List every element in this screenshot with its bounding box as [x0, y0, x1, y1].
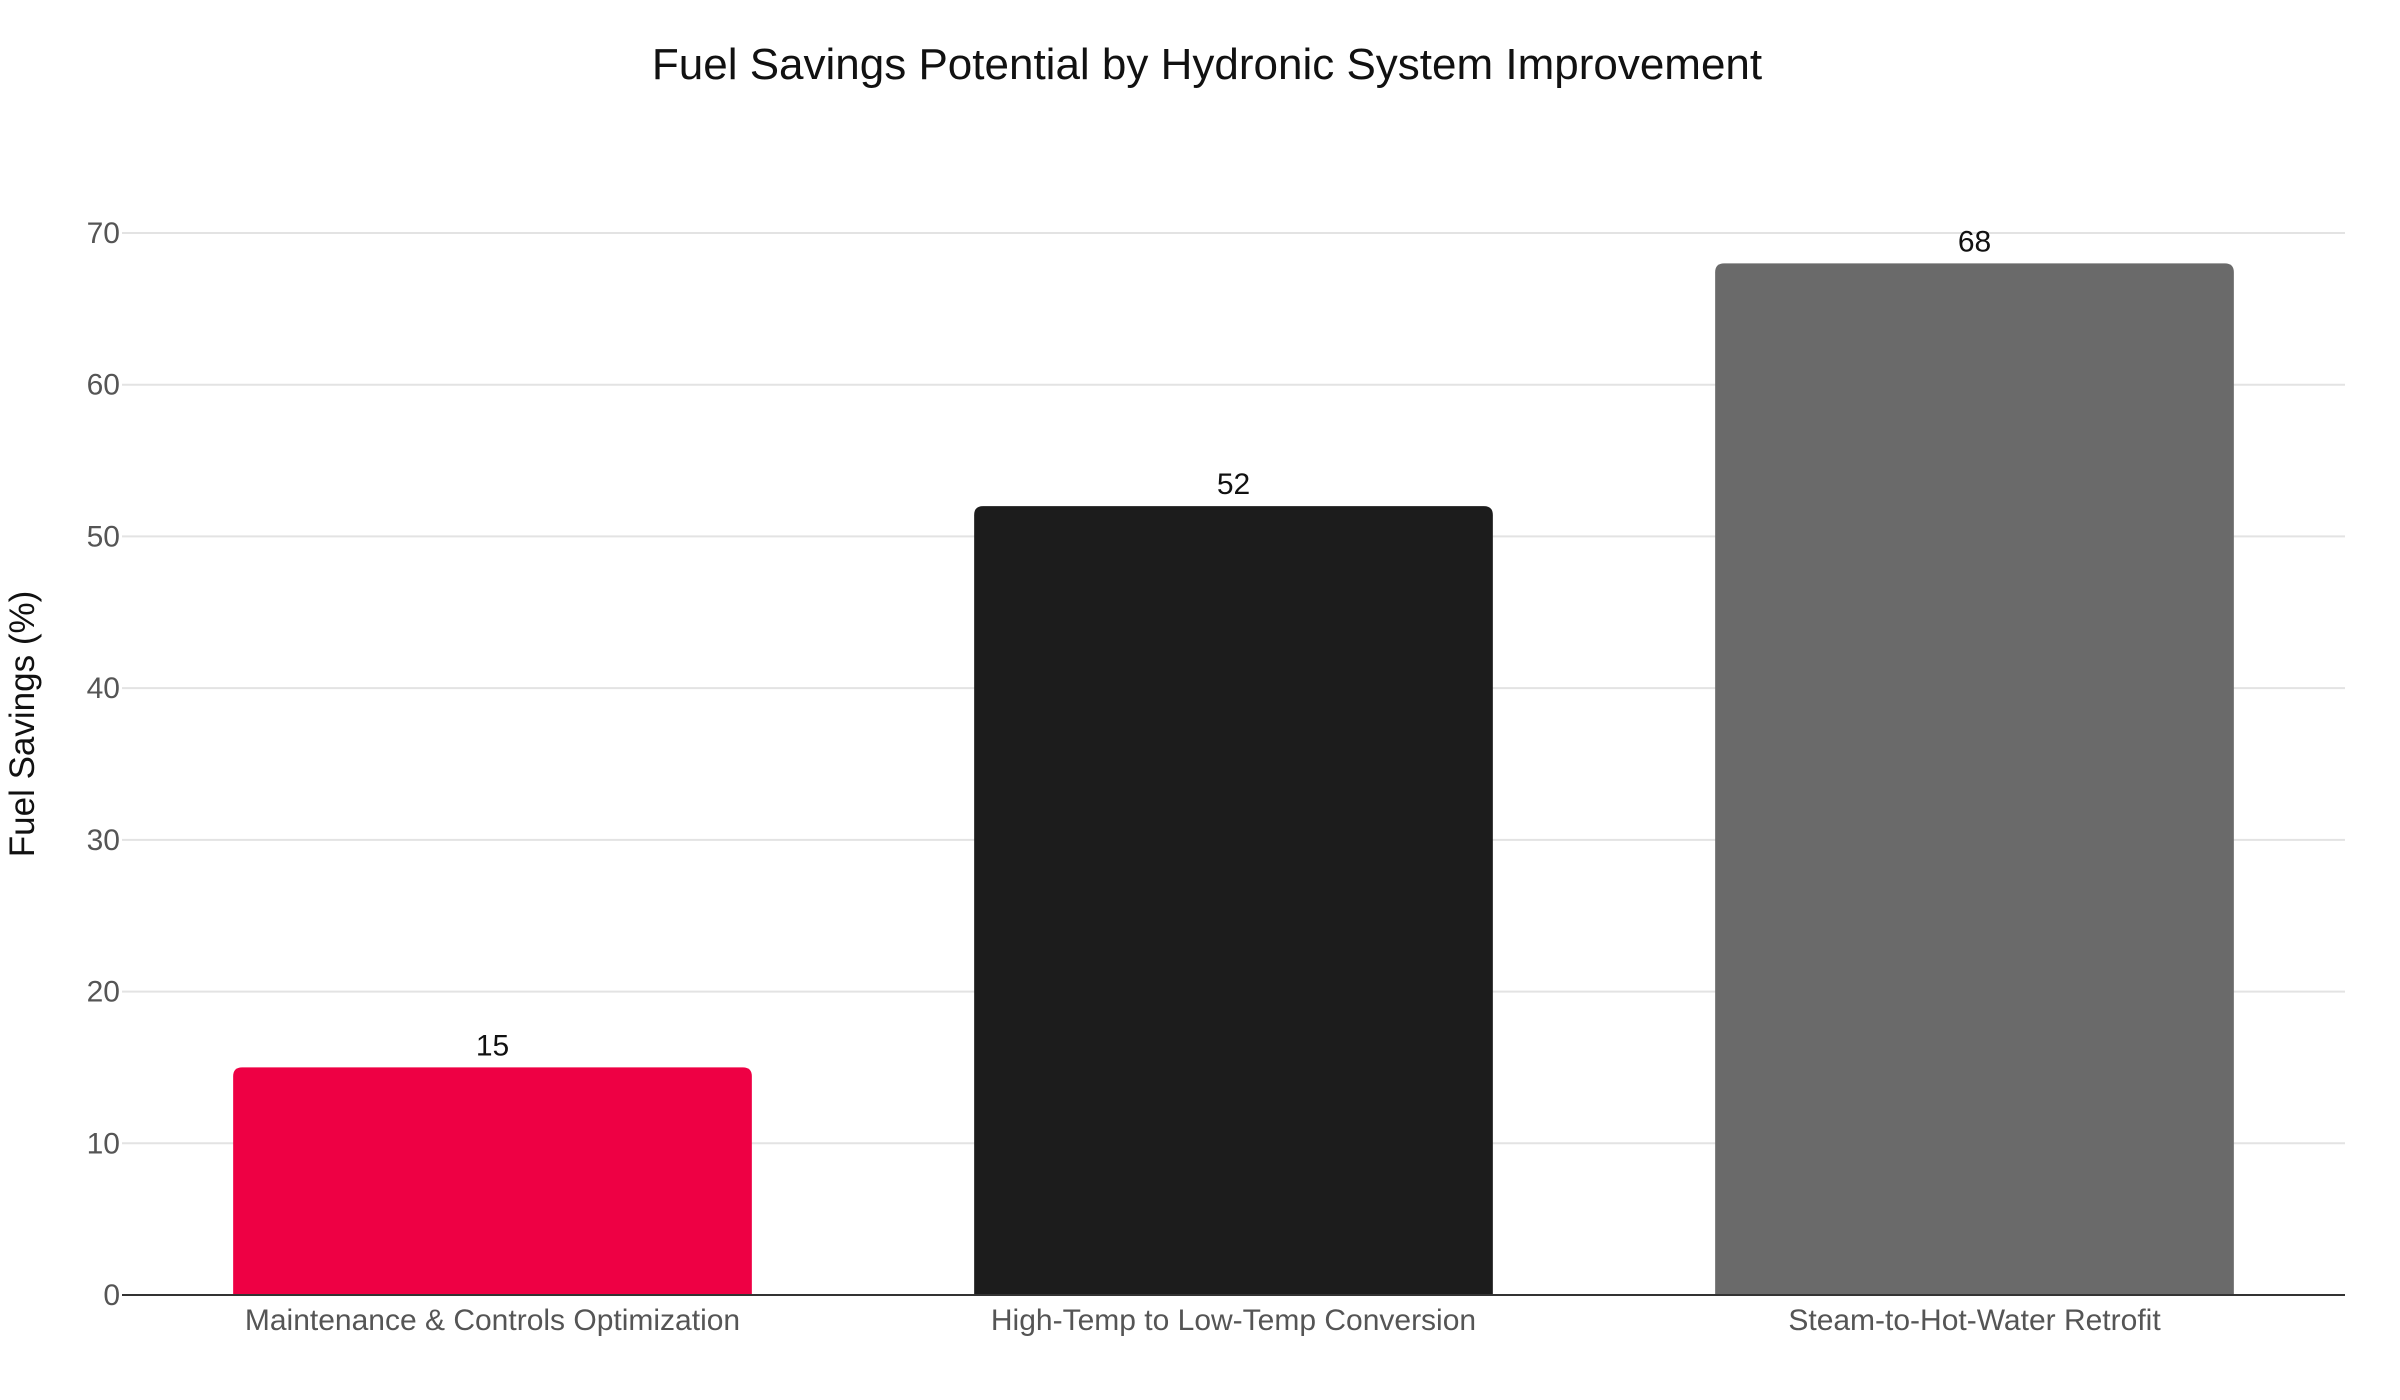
data-labels: 15 52 68: [476, 225, 1991, 1062]
y-tick-label: 10: [87, 1127, 120, 1160]
y-tick-label: 30: [87, 824, 120, 857]
y-tick-label: 60: [87, 369, 120, 402]
chart-title: Fuel Savings Potential by Hydronic Syste…: [652, 40, 1762, 89]
bar-value-label: 15: [476, 1029, 509, 1062]
x-tick-label: High-Temp to Low-Temp Conversion: [991, 1304, 1476, 1337]
y-axis-label: Fuel Savings (%): [3, 591, 42, 857]
bar-value-label: 52: [1217, 468, 1250, 501]
bar: [974, 506, 1493, 1296]
y-axis-ticks: 0 10 20 30 40 50 60 70: [87, 217, 120, 1312]
bar: [233, 1067, 752, 1295]
y-tick-label: 50: [87, 520, 120, 553]
x-axis-ticks: Maintenance & Controls Optimization High-…: [245, 1304, 2161, 1337]
x-tick-label: Maintenance & Controls Optimization: [245, 1304, 740, 1337]
x-tick-label: Steam-to-Hot-Water Retrofit: [1788, 1304, 2161, 1337]
y-tick-label: 0: [103, 1279, 120, 1312]
bars: [233, 263, 2234, 1296]
y-tick-label: 40: [87, 672, 120, 705]
y-tick-label: 70: [87, 217, 120, 250]
bar: [1715, 263, 2234, 1295]
bar-value-label: 68: [1958, 225, 1991, 258]
y-tick-label: 20: [87, 976, 120, 1009]
